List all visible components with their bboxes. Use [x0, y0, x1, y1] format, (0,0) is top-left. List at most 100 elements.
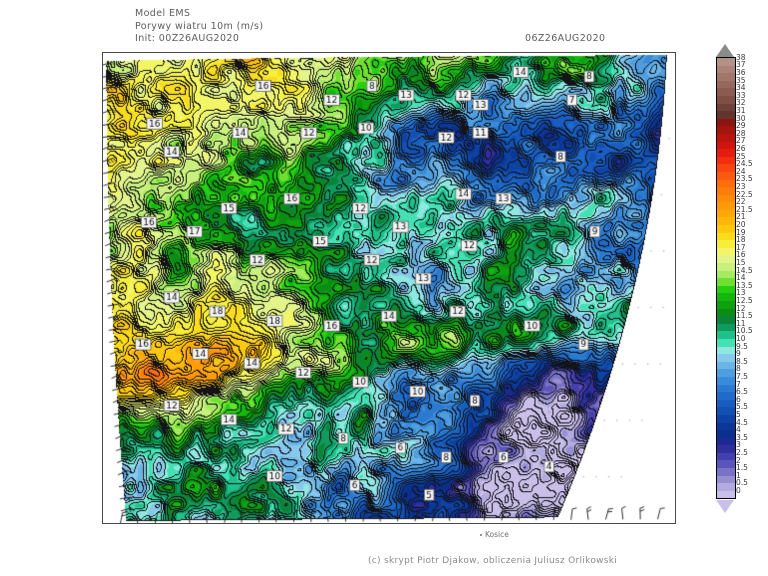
colorbar-band	[717, 225, 735, 233]
colorbar-band	[717, 285, 735, 294]
city-dot-icon	[480, 533, 482, 536]
colorbar-band	[717, 278, 735, 286]
colorbar-tick-label: 38	[736, 52, 746, 62]
colorbar-band	[717, 126, 735, 134]
colorbar-tick-label: 26	[736, 144, 746, 153]
parameter-name: Porywy wiatru 10m (m/s)	[135, 20, 264, 32]
colorbar-band	[717, 308, 735, 317]
colorbar-cap-bottom-icon	[716, 499, 734, 513]
colorbar-tick-label: 20	[736, 220, 746, 229]
colorbar-band	[717, 384, 735, 393]
colorbar-tick-label: 25	[736, 151, 746, 161]
colorbar-band	[717, 263, 735, 271]
colorbar-tick-label: 32	[736, 98, 746, 108]
colorbar-band	[717, 407, 735, 415]
colorbar-tick-label: 2	[736, 455, 741, 465]
colorbar-band	[717, 111, 735, 119]
colorbar-band	[717, 118, 735, 127]
colorbar-band	[717, 323, 735, 332]
colorbar-band	[717, 338, 735, 347]
colorbar-tick-label: 8	[736, 364, 741, 374]
model-name: Model EMS	[135, 8, 191, 19]
colorbar-band	[717, 399, 735, 408]
colorbar-bands	[716, 57, 736, 500]
colorbar-tick-label: 22	[736, 197, 746, 207]
colorbar-tick-label: 15	[736, 258, 746, 267]
init-time: Init: 00Z26AUG2020	[135, 33, 240, 44]
colorbar-tick-label: 29	[736, 121, 746, 131]
footer-credit: (c) skrypt Piotr Djakow, obliczenia Juli…	[368, 556, 618, 566]
colorbar-tick-label: 3	[736, 440, 741, 450]
colorbar-band	[717, 232, 735, 241]
colorbar-band	[717, 422, 735, 431]
colorbar-band	[717, 437, 735, 446]
colorbar-band	[717, 483, 735, 491]
colorbar-band	[717, 209, 735, 218]
colorbar-tick-label: 11	[736, 318, 746, 328]
colorbar-cap-top-icon	[716, 44, 734, 57]
colorbar-tick-label: 1.5	[736, 463, 748, 473]
colorbar-band	[717, 468, 735, 476]
colorbar-tick-label: 3.5	[736, 432, 748, 442]
colorbar-tick-label: 16	[736, 250, 746, 260]
colorbar-band	[717, 156, 735, 165]
colorbar-band	[717, 247, 735, 256]
colorbar-tick-label: 9	[736, 349, 741, 359]
colorbar-tick-label: 19	[736, 227, 746, 237]
header-text-block: Model EMS Porywy wiatru 10m (m/s) Init: …	[135, 8, 263, 46]
colorbar-tick-label: 7	[736, 379, 741, 389]
colorbar-tick-label: 11.5	[736, 311, 753, 321]
colorbar-tick-label: 18	[736, 235, 746, 245]
colorbar-band	[717, 301, 735, 309]
colorbar-tick-label: 4	[736, 425, 741, 435]
colorbar-band	[717, 490, 735, 499]
city-label: Kosice	[485, 530, 509, 539]
colorbar-tick-label: 6.5	[736, 387, 748, 397]
colorbar-band	[717, 270, 735, 279]
colorbar-tick-label: 31	[736, 106, 746, 115]
colorbar-tick-label: 9.5	[736, 341, 748, 351]
colorbar-tick-label: 27	[736, 136, 746, 146]
colorbar-tick-label: 6	[736, 394, 741, 404]
wind-gust-contour-map	[103, 53, 675, 523]
colorbar-band	[717, 361, 735, 370]
colorbar-tick-label: 2.5	[736, 448, 748, 457]
colorbar-band	[717, 202, 735, 210]
colorbar-tick-label: 35	[736, 75, 746, 85]
colorbar-tick-label: 36	[736, 68, 746, 77]
colorbar-band	[717, 354, 735, 362]
colorbar-tick-label: 8.5	[736, 356, 748, 366]
colorbar-band	[717, 194, 735, 203]
colorbar-band	[717, 240, 735, 248]
colorbar-tick-label: 4.5	[736, 417, 748, 427]
colorbar-tick-label: 30	[736, 113, 746, 123]
colorbar-tick-label: 10.5	[736, 326, 753, 336]
colorbar-band	[717, 346, 735, 355]
colorbar-band	[717, 187, 735, 195]
colorbar-tick-label: 33	[736, 90, 746, 100]
colorbar-tick-label: 12.5	[736, 296, 753, 305]
colorbar-band	[717, 331, 735, 339]
colorbar-tick-label: 12	[736, 303, 746, 313]
colorbar-band	[717, 316, 735, 324]
valid-time: 06Z26AUG2020	[525, 33, 606, 44]
colorbar-band	[717, 376, 735, 385]
colorbar-tick-label: 1	[736, 470, 741, 480]
colorbar-band	[717, 58, 735, 66]
colorbar-tick-label: 5	[736, 410, 741, 419]
colorbar-tick-label: 21.5	[736, 204, 753, 214]
city-marker-kosice: Kosice	[480, 530, 509, 539]
colorbar-tick-label: 23.5	[736, 174, 753, 184]
colorbar-tick-label: 34	[736, 83, 746, 93]
colorbar-tick-label: 0.5	[736, 478, 748, 488]
colorbar-legend: 38 37 36 35 34 33 32 31 30 29 28 27 26 25 24.5 24 23.5 23…	[712, 44, 768, 534]
map-frame	[102, 52, 676, 524]
colorbar-tick-label: 37	[736, 60, 746, 70]
colorbar-band	[717, 88, 735, 96]
colorbar-band	[717, 430, 735, 438]
colorbar-band	[717, 80, 735, 89]
colorbar-band	[717, 179, 735, 188]
colorbar-band	[717, 95, 735, 104]
colorbar-tick-label: 5.5	[736, 402, 748, 412]
